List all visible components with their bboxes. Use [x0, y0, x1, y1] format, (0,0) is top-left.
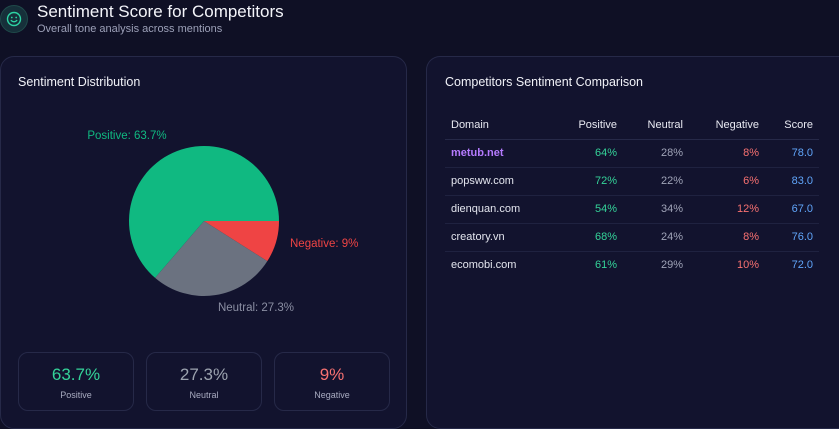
negative-cell: 8% [689, 223, 765, 252]
page-title: Sentiment Score for Competitors [37, 2, 284, 21]
pie-slice-negative[interactable] [204, 221, 279, 262]
positive-cell: 64% [555, 139, 623, 168]
domain-cell[interactable]: popsww.com [445, 167, 555, 196]
table-row[interactable]: popsww.com 72% 22% 6% 83.0 [445, 167, 819, 196]
positive-cell: 72% [555, 167, 623, 196]
page-subtitle: Overall tone analysis across mentions [37, 23, 223, 35]
comparison-title: Competitors Sentiment Comparison [445, 75, 643, 89]
score-cell: 78.0 [765, 139, 819, 168]
pie-slice-neutral[interactable] [155, 221, 268, 296]
sentiment-distribution-card: Sentiment Distribution Positive: 63.7% Ne… [0, 56, 407, 429]
domain-cell[interactable]: ecomobi.com [451, 259, 517, 272]
page-header: Sentiment Score for Competitors Overall … [0, 0, 839, 40]
score-cell: 83.0 [765, 167, 819, 196]
neutral-stat-card: 27.3% Neutral [146, 352, 262, 411]
negative-cell: 6% [689, 167, 765, 196]
neutral-stat-value: 27.3% [179, 365, 229, 384]
domain-cell[interactable]: metub.net [445, 139, 555, 168]
negative-cell: 12% [689, 195, 765, 224]
positive-cell: 61% [594, 259, 617, 272]
neutral-cell: 24% [623, 223, 689, 252]
table-row[interactable]: metub.net 64% 28% 8% 78.0 [445, 139, 819, 168]
pie-slice-positive[interactable] [129, 146, 279, 278]
positive-stat-card: 63.7% Positive [18, 352, 134, 411]
column-header-positive: Positive [555, 112, 623, 140]
sentiment-pie-chart: Positive: 63.7% Negative: 9% Neutral: 27.3… [87, 130, 358, 314]
neutral-cell: 28% [623, 139, 689, 168]
neutral-cell: 34% [623, 195, 689, 224]
pie-label-positive: Positive: 63.7% [87, 130, 166, 142]
comparison-table: Domain Positive Neutral Negative Score m… [445, 112, 819, 279]
domain-cell[interactable]: creatory.vn [445, 223, 555, 252]
table-row[interactable]: ecomobi.com 61% 29% 10% 72.0 [445, 251, 819, 279]
negative-stat-value: 9% [319, 365, 345, 384]
positive-stat-value: 63.7% [51, 365, 101, 384]
column-header-negative: Negative [689, 112, 765, 140]
negative-stat-card: 9% Negative [274, 352, 390, 411]
score-cell: 76.0 [765, 223, 819, 252]
pie-label-neutral: Neutral: 27.3% [218, 302, 294, 314]
score-cell: 72.0 [791, 259, 813, 272]
neutral-cell: 22% [623, 167, 689, 196]
competitors-comparison-card: Competitors Sentiment Comparison Domain … [426, 56, 839, 429]
positive-cell: 68% [555, 223, 623, 252]
score-cell: 67.0 [765, 195, 819, 224]
domain-cell[interactable]: dienquan.com [445, 195, 555, 224]
column-header-neutral: Neutral [623, 112, 689, 140]
smile-icon [0, 5, 28, 33]
distribution-title: Sentiment Distribution [18, 75, 141, 89]
neutral-stat-label: Neutral [189, 390, 219, 400]
negative-cell: 8% [689, 139, 765, 168]
negative-cell: 10% [736, 259, 759, 272]
table-row[interactable]: creatory.vn 68% 24% 8% 76.0 [445, 223, 819, 252]
column-header-score: Score [765, 112, 819, 140]
positive-stat-label: Positive [60, 390, 92, 400]
table-header-row: Domain Positive Neutral Negative Score [445, 112, 819, 140]
table-row[interactable]: dienquan.com 54% 34% 12% 67.0 [445, 195, 819, 224]
positive-cell: 54% [555, 195, 623, 224]
comparison-table-body: metub.net 64% 28% 8% 78.0 popsww.com 72% 22% 6% 8… [445, 139, 819, 279]
column-header-domain: Domain [445, 112, 555, 140]
negative-stat-label: Negative [314, 390, 350, 400]
neutral-cell: 29% [660, 259, 683, 272]
pie-label-negative: Negative: 9% [290, 238, 358, 250]
